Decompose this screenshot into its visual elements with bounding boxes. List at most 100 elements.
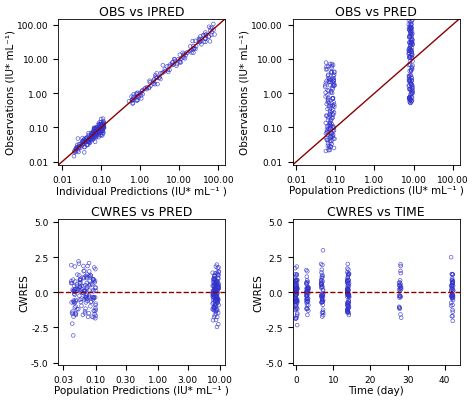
- Point: [72, 297, 80, 303]
- Point: [213, 262, 220, 268]
- Point: [75, 146, 83, 152]
- Point: [90, 294, 98, 300]
- Point: [213, 296, 221, 302]
- Point: [407, 14, 414, 20]
- Point: [190, 46, 198, 52]
- Point: [184, 50, 191, 57]
- Point: [406, 86, 413, 93]
- Point: [344, 306, 351, 312]
- Point: [91, 294, 99, 301]
- Point: [213, 270, 221, 276]
- Point: [210, 287, 218, 293]
- Point: [215, 286, 222, 292]
- Point: [82, 136, 90, 142]
- Point: [208, 32, 215, 39]
- Point: [84, 314, 92, 320]
- Point: [98, 124, 106, 130]
- Point: [78, 290, 86, 296]
- Point: [76, 280, 84, 287]
- Point: [214, 282, 221, 289]
- Point: [133, 92, 141, 98]
- Point: [95, 126, 103, 132]
- Point: [81, 288, 88, 294]
- Point: [83, 136, 91, 143]
- Point: [345, 286, 352, 292]
- Point: [80, 290, 87, 296]
- Point: [407, 33, 415, 40]
- Point: [93, 129, 101, 135]
- Point: [200, 39, 208, 46]
- Point: [168, 63, 176, 69]
- Point: [407, 48, 415, 54]
- Point: [330, 146, 338, 152]
- Point: [407, 20, 414, 26]
- Point: [405, 96, 413, 103]
- Point: [76, 287, 83, 294]
- Point: [70, 154, 78, 160]
- Point: [325, 79, 332, 86]
- Point: [408, 25, 415, 31]
- Point: [86, 137, 94, 143]
- Point: [81, 294, 89, 300]
- Point: [448, 293, 456, 299]
- Point: [98, 126, 105, 133]
- Point: [88, 131, 95, 138]
- Point: [97, 129, 105, 135]
- Point: [80, 139, 88, 145]
- Point: [405, 83, 412, 90]
- Point: [70, 291, 78, 297]
- Point: [98, 122, 106, 129]
- Point: [213, 296, 220, 302]
- Point: [447, 289, 455, 295]
- Point: [408, 99, 415, 105]
- Point: [330, 76, 337, 82]
- Point: [87, 134, 95, 140]
- Point: [92, 132, 100, 138]
- Point: [293, 283, 301, 289]
- Point: [206, 34, 213, 41]
- Point: [100, 119, 107, 125]
- Point: [81, 140, 89, 146]
- Point: [146, 78, 154, 85]
- Point: [447, 303, 455, 309]
- Point: [405, 25, 413, 31]
- Point: [156, 75, 164, 81]
- Point: [449, 281, 456, 287]
- Point: [213, 280, 220, 286]
- Point: [91, 131, 99, 137]
- Point: [89, 129, 97, 136]
- Point: [322, 81, 329, 87]
- Point: [345, 293, 352, 299]
- Point: [304, 290, 311, 296]
- Point: [79, 142, 86, 148]
- Point: [81, 268, 88, 274]
- Point: [211, 277, 219, 284]
- Point: [215, 286, 223, 292]
- Point: [293, 290, 301, 296]
- Point: [328, 64, 336, 70]
- Point: [90, 278, 98, 284]
- Point: [133, 95, 140, 101]
- Point: [210, 294, 217, 301]
- Point: [302, 267, 310, 273]
- Point: [82, 306, 90, 312]
- Point: [209, 301, 217, 307]
- Point: [328, 131, 335, 137]
- Point: [292, 278, 299, 284]
- Point: [406, 96, 413, 102]
- Point: [322, 94, 329, 100]
- Point: [345, 310, 353, 316]
- Point: [345, 300, 352, 307]
- Point: [176, 60, 184, 67]
- Point: [396, 295, 403, 301]
- Point: [211, 305, 219, 311]
- Point: [82, 300, 90, 306]
- Point: [405, 27, 413, 34]
- Point: [292, 305, 300, 312]
- Point: [407, 82, 415, 88]
- Point: [405, 34, 413, 41]
- Point: [87, 281, 94, 287]
- Point: [202, 32, 210, 39]
- Point: [90, 132, 97, 138]
- Point: [75, 144, 82, 150]
